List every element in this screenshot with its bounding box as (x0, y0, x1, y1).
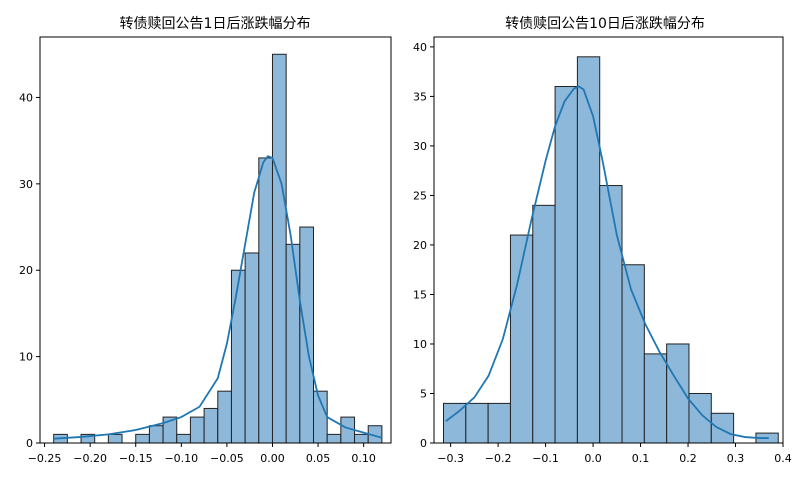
left-x-tick-label: 0.00 (260, 452, 285, 465)
left-histogram-bar (176, 433, 191, 444)
right-kde (445, 85, 769, 439)
right-axes-frame (433, 36, 784, 444)
left-y-tick-label: 10 (19, 351, 33, 364)
left-chart-title: 转债赎回公告1日后涨跌幅分布 (120, 15, 311, 32)
left-histogram-bar (217, 390, 232, 444)
left-histogram-bar (299, 226, 315, 444)
left-histogram-bar (258, 157, 273, 444)
right-y-tick-label: 20 (413, 239, 427, 252)
right-histogram-bar (576, 56, 601, 444)
left-x-tick-label: −0.05 (210, 452, 244, 465)
right-histogram-bar (643, 353, 668, 444)
left-x-tick-label: 0.05 (306, 452, 331, 465)
left-histogram-bar (148, 425, 164, 444)
right-y-tick-label: 40 (413, 41, 427, 54)
right-x-tick-label: 0.0 (584, 452, 602, 465)
left-histogram-bar (189, 416, 205, 444)
left-y-tick-label: 0 (26, 437, 33, 450)
right-y-tick-label: 0 (420, 437, 427, 450)
left-histogram-bar (203, 407, 219, 444)
left-histogram-bar (285, 243, 301, 444)
right-y-tick-label: 35 (413, 90, 427, 103)
left-kde (53, 155, 383, 440)
left-x-tick-label: 0.10 (351, 452, 376, 465)
left-x-ticks: −0.25 −0.20 −0.15 −0.10 −0.05 0.00 0.05 0.10 (28, 443, 376, 465)
right-y-tick-label: 10 (413, 338, 427, 351)
left-kde-line (53, 155, 383, 440)
right-y-tick-label: 25 (413, 189, 427, 202)
left-axes-frame (39, 36, 392, 444)
left-histogram-bar (230, 269, 246, 444)
right-y-ticks: 0 5 10 15 20 25 30 35 40 (413, 41, 434, 450)
left-histogram-bar (107, 433, 123, 444)
right-x-tick-label: 0.2 (679, 452, 697, 465)
right-histogram-bar (599, 185, 623, 444)
left-y-ticks: 0 10 20 30 40 (19, 91, 40, 450)
right-y-tick-label: 30 (413, 140, 427, 153)
left-x-tick-label: −0.15 (119, 452, 153, 465)
right-kde-line (445, 85, 769, 439)
right-x-ticks: −0.3 −0.2 −0.1 0.0 0.1 0.2 0.3 0.4 (437, 443, 792, 465)
left-x-tick-label: −0.10 (164, 452, 198, 465)
left-histogram-bar (354, 433, 369, 444)
right-histogram-bar (710, 412, 735, 444)
right-histogram-bar (532, 204, 556, 444)
left-x-tick-label: −0.20 (73, 452, 107, 465)
right-histogram-bar (688, 392, 712, 444)
left-histogram-bar (135, 433, 150, 444)
right-histogram-bar (487, 402, 511, 444)
right-chart-title: 转债赎回公告10日后涨跌幅分布 (505, 15, 705, 32)
right-bars (442, 56, 779, 444)
right-x-tick-label: −0.2 (485, 452, 512, 465)
left-bars (53, 53, 383, 444)
right-x-tick-label: 0.1 (632, 452, 650, 465)
right-histogram-bar (554, 86, 578, 444)
left-x-tick-label: −0.25 (28, 452, 62, 465)
right-x-tick-label: −0.1 (532, 452, 559, 465)
left-histogram-bar (326, 433, 342, 444)
right-x-tick-label: −0.3 (437, 452, 464, 465)
left-histogram-bar (271, 53, 287, 444)
right-y-tick-label: 5 (420, 387, 427, 400)
left-y-tick-label: 40 (19, 91, 33, 104)
right-histogram-bar (465, 402, 489, 444)
right-x-tick-label: 0.4 (774, 452, 792, 465)
right-x-tick-label: 0.3 (727, 452, 745, 465)
right-y-tick-label: 15 (413, 288, 427, 301)
left-y-tick-label: 20 (19, 264, 33, 277)
left-histogram-panel: 转债赎回公告1日后涨跌幅分布 0 10 20 30 40 −0.25 −0.20 −0.15… (19, 15, 392, 465)
left-y-tick-label: 30 (19, 178, 33, 191)
right-histogram-bar (621, 264, 645, 444)
left-histogram-bar (244, 252, 260, 444)
